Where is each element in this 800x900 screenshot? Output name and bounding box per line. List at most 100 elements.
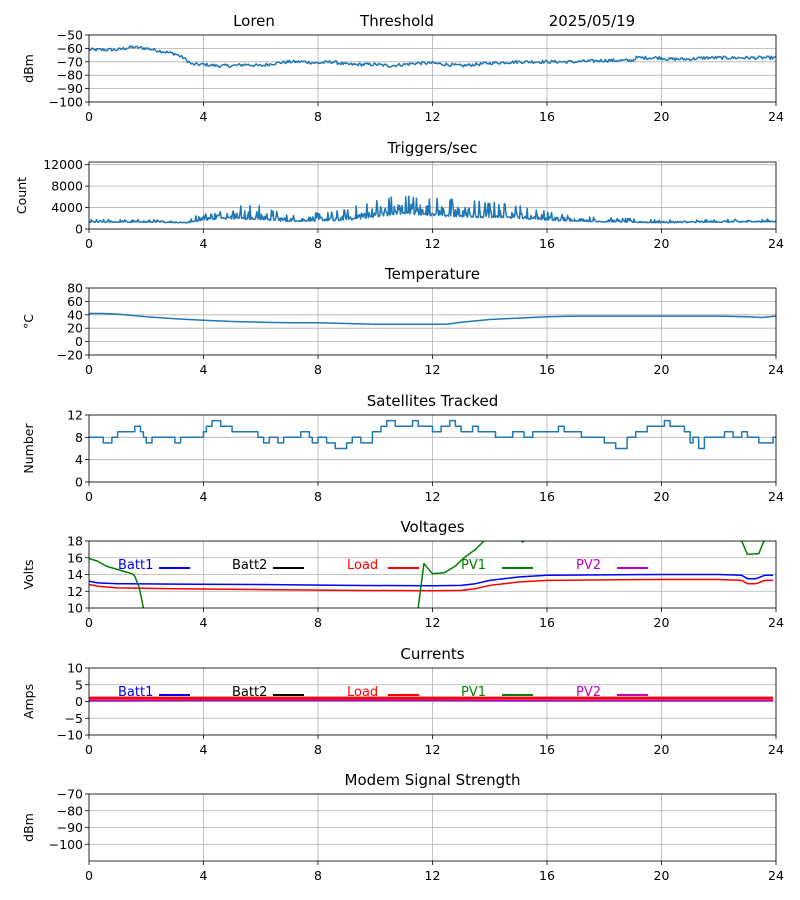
legend-label-pv1: PV1 — [461, 685, 486, 700]
x-tick-label: 24 — [768, 362, 784, 377]
x-tick-label: 12 — [425, 362, 441, 377]
series-line-load — [89, 578, 774, 592]
station-name: Loren — [233, 12, 275, 30]
chart-title: Currents — [400, 645, 464, 663]
legend-label-load: Load — [347, 685, 378, 700]
y-axis-label: dBm — [21, 54, 36, 83]
y-tick-label: −10 — [57, 728, 83, 743]
x-tick-label: 12 — [425, 868, 441, 883]
x-tick-label: 8 — [314, 868, 322, 883]
x-tick-label: 16 — [539, 615, 555, 630]
x-tick-label: 24 — [768, 236, 784, 251]
x-tick-label: 0 — [85, 868, 93, 883]
series-line-pv1 — [89, 557, 145, 608]
x-tick-label: 12 — [425, 742, 441, 757]
y-tick-label: 5 — [75, 677, 83, 692]
y-tick-label: 12000 — [43, 157, 83, 172]
x-tick-label: 4 — [200, 489, 208, 504]
x-tick-label: 24 — [768, 615, 784, 630]
date-label: 2025/05/19 — [549, 12, 635, 30]
x-tick-label: 16 — [539, 362, 555, 377]
x-tick-label: 20 — [654, 362, 670, 377]
y-tick-label: −50 — [57, 28, 83, 43]
x-tick-label: 24 — [768, 742, 784, 757]
series-line-data — [89, 312, 776, 325]
y-tick-label: −90 — [57, 81, 83, 96]
legend-label-pv2: PV2 — [576, 685, 601, 700]
y-axis-label: Count — [14, 177, 29, 214]
x-tick-label: 8 — [314, 489, 322, 504]
y-tick-label: −90 — [57, 820, 83, 835]
x-tick-label: 16 — [539, 742, 555, 757]
y-tick-label: −100 — [49, 95, 83, 110]
x-tick-label: 20 — [654, 742, 670, 757]
x-tick-label: 4 — [200, 362, 208, 377]
y-tick-label: −60 — [57, 41, 83, 56]
y-axis-label: °C — [21, 314, 36, 329]
x-tick-label: 20 — [654, 868, 670, 883]
x-tick-label: 4 — [200, 109, 208, 124]
y-tick-label: −100 — [49, 837, 83, 852]
legend-label-batt1: Batt1 — [118, 558, 153, 573]
y-tick-label: 4000 — [51, 200, 83, 215]
x-tick-label: 24 — [768, 109, 784, 124]
y-tick-label: −5 — [65, 711, 83, 726]
y-tick-label: 18 — [67, 534, 83, 549]
y-tick-label: −20 — [57, 348, 83, 363]
x-tick-label: 4 — [200, 236, 208, 251]
y-tick-label: 16 — [67, 550, 83, 565]
x-tick-label: 0 — [85, 236, 93, 251]
y-tick-label: 4 — [75, 452, 83, 467]
x-tick-label: 0 — [85, 742, 93, 757]
x-tick-label: 12 — [425, 489, 441, 504]
series-line-batt1 — [89, 573, 774, 587]
legend-label-pv2: PV2 — [576, 558, 601, 573]
mode-label: Threshold — [359, 12, 434, 30]
y-tick-label: 0 — [75, 475, 83, 490]
y-tick-label: 10 — [67, 601, 83, 616]
x-tick-label: 12 — [425, 109, 441, 124]
x-tick-label: 24 — [768, 489, 784, 504]
x-tick-label: 0 — [85, 489, 93, 504]
y-tick-label: −70 — [57, 54, 83, 69]
chart-title: Temperature — [384, 265, 480, 283]
y-tick-label: −80 — [57, 803, 83, 818]
legend-label-batt2: Batt2 — [232, 558, 267, 573]
x-tick-label: 12 — [425, 236, 441, 251]
y-tick-label: 40 — [67, 307, 83, 322]
y-tick-label: 12 — [67, 584, 83, 599]
x-tick-label: 4 — [200, 868, 208, 883]
y-tick-label: 0 — [75, 694, 83, 709]
x-tick-label: 0 — [85, 615, 93, 630]
y-axis-label: Amps — [21, 684, 36, 719]
y-tick-label: 0 — [75, 222, 83, 237]
y-tick-label: 60 — [67, 294, 83, 309]
y-axis-label: dBm — [21, 813, 36, 842]
y-axis-label: Number — [21, 423, 36, 474]
x-tick-label: 8 — [314, 236, 322, 251]
y-tick-label: 80 — [67, 281, 83, 296]
panels: 0 4 8 12 16 20 24−100−90−80−70−60−50dBmTrigger… — [14, 28, 784, 884]
chart-signal: 0 4 8 12 16 20 24 −100−90−80−70−60−50 dBm — [21, 28, 784, 125]
x-tick-label: 0 — [85, 109, 93, 124]
y-tick-label: −80 — [57, 68, 83, 83]
x-tick-label: 20 — [654, 489, 670, 504]
series-line-pv1 — [417, 541, 487, 608]
chart-title: Modem Signal Strength — [345, 771, 521, 789]
y-axis-label: Volts — [21, 559, 36, 589]
legend-label-batt1: Batt1 — [118, 685, 153, 700]
x-tick-label: 4 — [200, 615, 208, 630]
y-tick-label: 12 — [67, 408, 83, 423]
series-line-data — [89, 419, 776, 450]
chart-triggers: Triggers/sec 0 4 8 12 16 20 24 0 4000 8000 12000 Cou… — [14, 139, 784, 251]
series-line-data — [89, 195, 776, 224]
series-line-data — [89, 45, 776, 69]
y-tick-label: 8000 — [51, 179, 83, 194]
y-tick-label: 8 — [75, 430, 83, 445]
x-tick-label: 12 — [425, 615, 441, 630]
chart-title: Satellites Tracked — [367, 392, 498, 410]
x-tick-label: 8 — [314, 362, 322, 377]
